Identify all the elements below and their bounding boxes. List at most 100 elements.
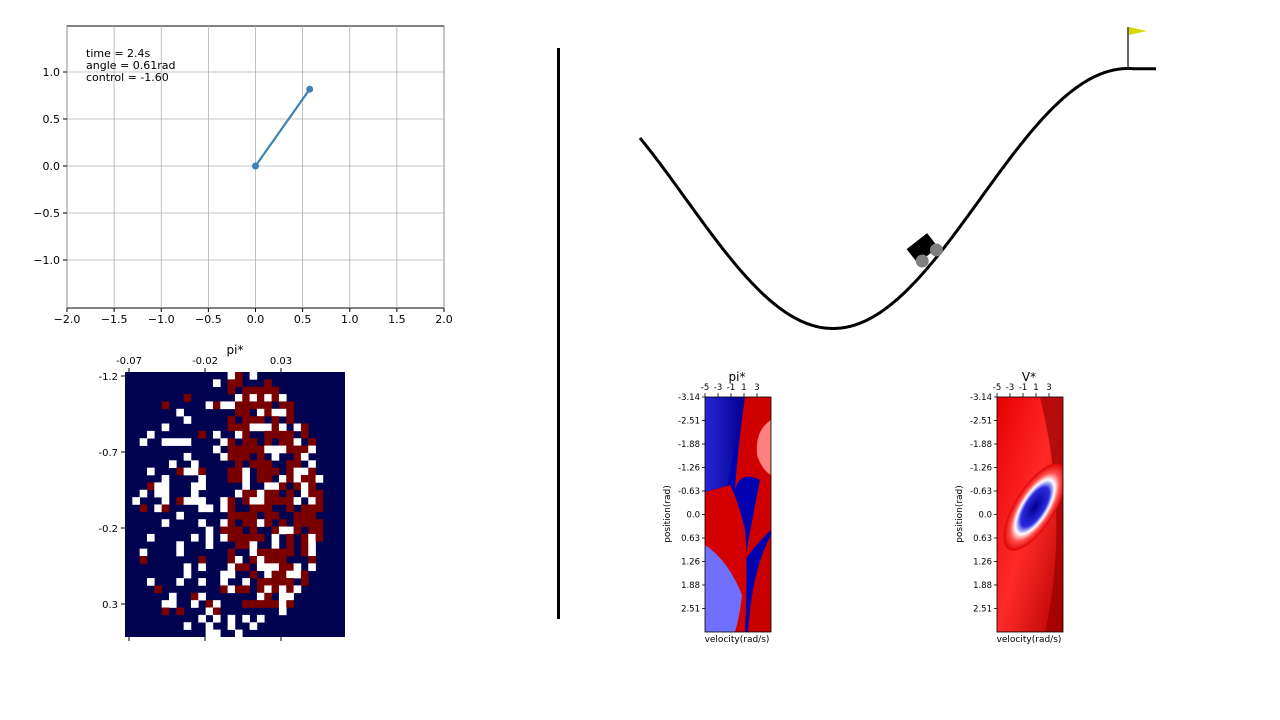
pi-left-cell	[242, 519, 250, 527]
pi-left-cell	[271, 533, 280, 542]
pi-left-cell	[242, 533, 250, 542]
pi-left-cell	[271, 408, 280, 417]
x-tick-label: −0.5	[195, 313, 222, 326]
pi-left-cell	[264, 497, 272, 505]
pi-left-cell	[183, 497, 192, 505]
pi-left-cell	[161, 475, 170, 483]
pi-left-cell	[264, 578, 272, 586]
pi-left-cell	[315, 526, 324, 535]
pi-left-cell	[293, 460, 302, 468]
pendulum-grid	[66, 26, 445, 308]
pi-left-title: pi*	[227, 343, 244, 357]
info-time: time = 2.4s	[86, 47, 151, 60]
pi-left-cell	[315, 489, 324, 498]
pi-left-cell	[286, 489, 294, 498]
pi-left-cell	[271, 563, 280, 572]
pi-left-cell	[286, 497, 294, 505]
pi-left-cell	[271, 541, 280, 549]
pi-left-cell	[183, 452, 192, 461]
pi-left-cell	[227, 563, 236, 572]
pi-left-cell	[242, 511, 250, 520]
pi-left-cell	[300, 541, 309, 549]
pi-left-cell	[220, 570, 228, 579]
pi-left-cell	[315, 497, 324, 505]
pi-left-cell	[227, 401, 236, 410]
pi-left-cell	[278, 519, 287, 527]
heatmap-x-tick-label: 3	[754, 383, 759, 393]
pi-left-cell	[176, 438, 184, 446]
pi-left-cell	[286, 563, 294, 572]
pi-left-cell	[227, 556, 236, 564]
pi-left-cell	[300, 548, 309, 557]
pi-left-cell	[161, 504, 170, 513]
pi-left-cell	[293, 438, 302, 446]
pi-left-cell	[286, 467, 294, 476]
pi-left-cell	[146, 482, 155, 491]
x-tick-label: 0.5	[294, 313, 312, 326]
heatmap-x-tick-label: -5	[993, 383, 1001, 393]
pi-left-cell	[256, 467, 265, 476]
pi-left-cell	[315, 504, 324, 513]
pi-left-cell	[308, 541, 316, 549]
pi-left-cell	[205, 533, 214, 542]
pi-left-cell	[249, 438, 258, 446]
pi-left-cell	[234, 467, 243, 476]
pi-left-cell	[256, 408, 265, 417]
pi-left-cell	[293, 526, 302, 535]
pi-left-cell	[308, 548, 316, 557]
goal-flag-icon	[1129, 27, 1147, 35]
pi-left-cell	[256, 416, 265, 424]
pi-left-cell	[264, 585, 272, 594]
pi-left-cell	[227, 497, 236, 505]
pi-left-cell	[242, 452, 250, 461]
pi-right-image	[705, 397, 771, 632]
pi-left-cell	[249, 372, 258, 380]
pi-left-cell	[308, 489, 316, 498]
pi-left-cell	[293, 467, 302, 476]
pi-left-cell	[220, 526, 228, 535]
pi-left-cell	[286, 408, 294, 417]
heatmap-x-tick-label: -3	[1006, 383, 1014, 393]
pi-left-cell	[264, 394, 272, 402]
heatmap-y-tick-label: -1.88	[970, 440, 992, 450]
pi-left-cell	[249, 497, 258, 505]
pendulum-rod	[254, 88, 311, 167]
pi-left-cell	[300, 511, 309, 520]
pi-left-cell	[264, 460, 272, 468]
pi-left-cell	[227, 519, 236, 527]
pi-left-cell	[300, 445, 309, 454]
pendulum-x-ticks: −2.0 −1.5 −1.0 −0.5 0.0 0.5 1.0 1.5 2.0	[54, 308, 453, 326]
pi-left-cell	[242, 563, 250, 572]
heatmap-x-tick-label: -3	[714, 383, 722, 393]
pi-left-cell	[271, 556, 280, 564]
pi-left-cell	[308, 438, 316, 446]
pi-left-cell	[264, 504, 272, 513]
pi-left-cell	[198, 482, 206, 491]
pi-left-cell	[154, 489, 162, 498]
pi-left-cell	[242, 394, 250, 402]
pi-left-x-tick-label: 0.03	[270, 356, 292, 367]
car-body	[906, 233, 939, 264]
pi-left-cell	[161, 519, 170, 527]
pi-left-cell	[212, 607, 221, 616]
pi-left-cell	[315, 519, 324, 527]
pi-left-cell	[286, 460, 294, 468]
pi-left-cell	[264, 482, 272, 491]
pi-left-cell	[271, 423, 280, 432]
pi-left-cell	[264, 511, 272, 520]
pi-left-cell	[300, 519, 309, 527]
pi-left-cell	[286, 416, 294, 424]
pi-left-cell	[227, 438, 236, 446]
pi-left-cell	[168, 600, 177, 608]
pi-left-y-tick-label: 0.3	[102, 600, 118, 611]
pi-left-cell	[242, 614, 250, 623]
pi-left-cell	[300, 423, 309, 432]
pi-left-cell	[220, 585, 228, 594]
pi-left-cell	[198, 430, 206, 439]
x-tick-label: 2.0	[435, 313, 453, 326]
pi-left-cell	[249, 394, 258, 402]
pi-left-cell	[205, 541, 214, 549]
pi-left-cell	[227, 614, 236, 623]
pi-left-cell	[146, 533, 155, 542]
